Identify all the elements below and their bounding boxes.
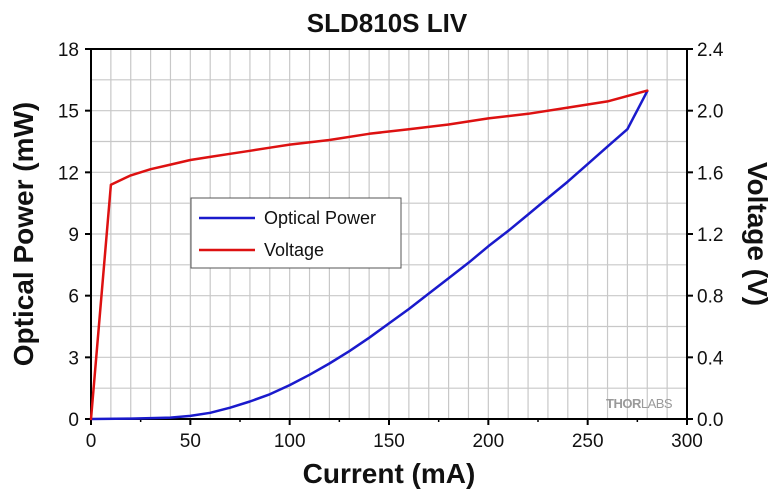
x-tick-label: 50 (180, 431, 201, 452)
right-tick-label: 1.2 (697, 225, 723, 246)
right-axis-ticks: 0.0 0.4 0.8 1.2 1.6 2.0 2.4 (687, 40, 724, 431)
x-tick-label: 250 (572, 431, 604, 452)
right-tick-label: 0.8 (697, 287, 723, 308)
series-lines (89, 89, 649, 421)
legend-label-voltage: Voltage (264, 240, 324, 260)
legend-label-optical-power: Optical Power (264, 208, 376, 228)
right-tick-label: 0.0 (697, 410, 723, 431)
left-axis-title: Optical Power (mW) (8, 102, 39, 366)
right-tick-label: 0.4 (697, 348, 724, 369)
x-tick-label: 150 (373, 431, 405, 452)
right-tick-label: 2.0 (697, 102, 723, 123)
right-axis-title: Voltage (V) (742, 162, 773, 306)
left-tick-label: 15 (58, 102, 79, 123)
legend: Optical Power Voltage (190, 197, 402, 269)
x-tick-label: 0 (86, 431, 97, 452)
right-tick-label: 1.6 (697, 163, 723, 184)
x-tick-label: 200 (472, 431, 504, 452)
x-axis-ticks: 0 50 100 150 200 250 300 (86, 419, 703, 452)
legend-box (190, 197, 402, 269)
left-tick-label: 0 (68, 410, 79, 431)
x-tick-label: 300 (671, 431, 703, 452)
left-axis-ticks: 0 3 6 9 12 15 18 (58, 40, 91, 431)
chart-title: SLD810S LIV (307, 8, 468, 38)
x-axis-title: Current (mA) (303, 458, 476, 489)
left-tick-label: 18 (58, 40, 79, 61)
left-tick-label: 6 (68, 287, 79, 308)
series-line-voltage (89, 89, 649, 421)
left-tick-label: 3 (68, 348, 79, 369)
series-line-optical-power (89, 89, 649, 421)
left-tick-label: 9 (68, 225, 79, 246)
thorlabs-watermark: THORLABS (606, 396, 673, 411)
left-tick-label: 12 (58, 163, 79, 184)
right-tick-label: 2.4 (697, 40, 724, 61)
x-tick-label: 100 (274, 431, 306, 452)
